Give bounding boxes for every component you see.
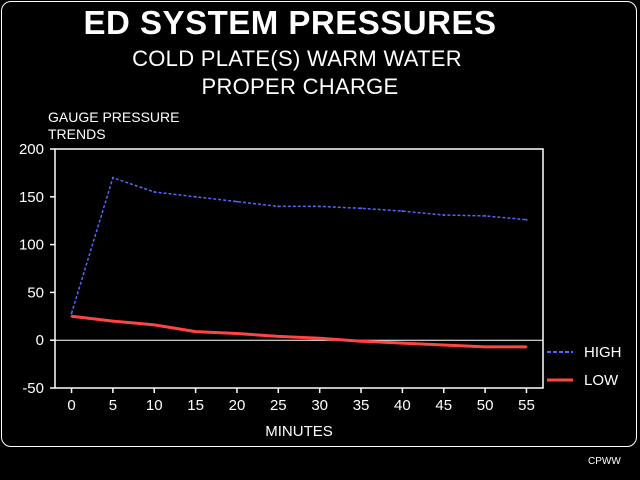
y-tick-label: 100 [19,237,44,254]
chart-subtitle-line-1: COLD PLATE(S) WARM WATER [132,46,462,71]
data-point-low [525,345,528,348]
data-point-high [442,213,445,216]
legend-label-low: LOW [584,372,619,389]
data-point-high [318,205,321,208]
plot-frame [54,148,544,389]
y-tick-label: 150 [19,189,44,206]
x-axis-label: MINUTES [265,423,333,440]
x-tick-label: 5 [109,397,117,414]
data-point-low [360,340,363,343]
data-point-high [401,210,404,213]
x-tick-label: 20 [229,397,246,414]
data-point-high [484,214,487,217]
data-point-low [194,330,197,333]
chart-title: ED SYSTEM PRESSURES [83,4,497,41]
y-tick-label: 200 [19,141,44,158]
data-point-low [111,320,114,323]
data-point-low [70,315,73,318]
x-tick-label: 40 [394,397,411,414]
data-point-high [194,195,197,198]
data-point-low [484,345,487,348]
x-tick-label: 55 [518,397,535,414]
data-point-high [111,176,114,179]
y-axis-label-line-2: TRENDS [48,126,106,142]
x-tick-label: 15 [187,397,204,414]
chart-subtitle-line-2: PROPER CHARGE [201,74,399,99]
data-point-high [153,191,156,194]
series-line-low [71,314,527,349]
y-tick-label: -50 [22,380,44,397]
data-point-low [401,342,404,345]
x-tick-label: 30 [311,397,328,414]
data-point-low [442,343,445,346]
data-point-low [277,335,280,338]
outer-frame [1,1,637,447]
figure-code: CPWW [588,456,621,467]
y-axis-label-line-1: GAUGE PRESSURE [48,109,180,125]
x-tick-label: 25 [270,397,287,414]
data-point-high [235,200,238,203]
y-axis-label: GAUGE PRESSURE TRENDS [48,109,179,143]
series-line-high [70,176,527,314]
data-point-high [70,312,73,315]
data-point-high [360,207,363,210]
data-point-low [153,323,156,326]
x-tick-label: 45 [435,397,452,414]
y-tick-label: 50 [27,284,44,301]
x-tick-label: 50 [477,397,494,414]
legend-label-high: HIGH [584,344,622,361]
data-point-low [235,332,238,335]
x-tick-label: 0 [67,397,75,414]
y-tick-label: 0 [36,332,44,349]
x-tick-label: 10 [146,397,163,414]
data-point-high [525,218,528,221]
data-point-low [318,337,321,340]
data-point-high [277,205,280,208]
x-tick-label: 35 [353,397,370,414]
